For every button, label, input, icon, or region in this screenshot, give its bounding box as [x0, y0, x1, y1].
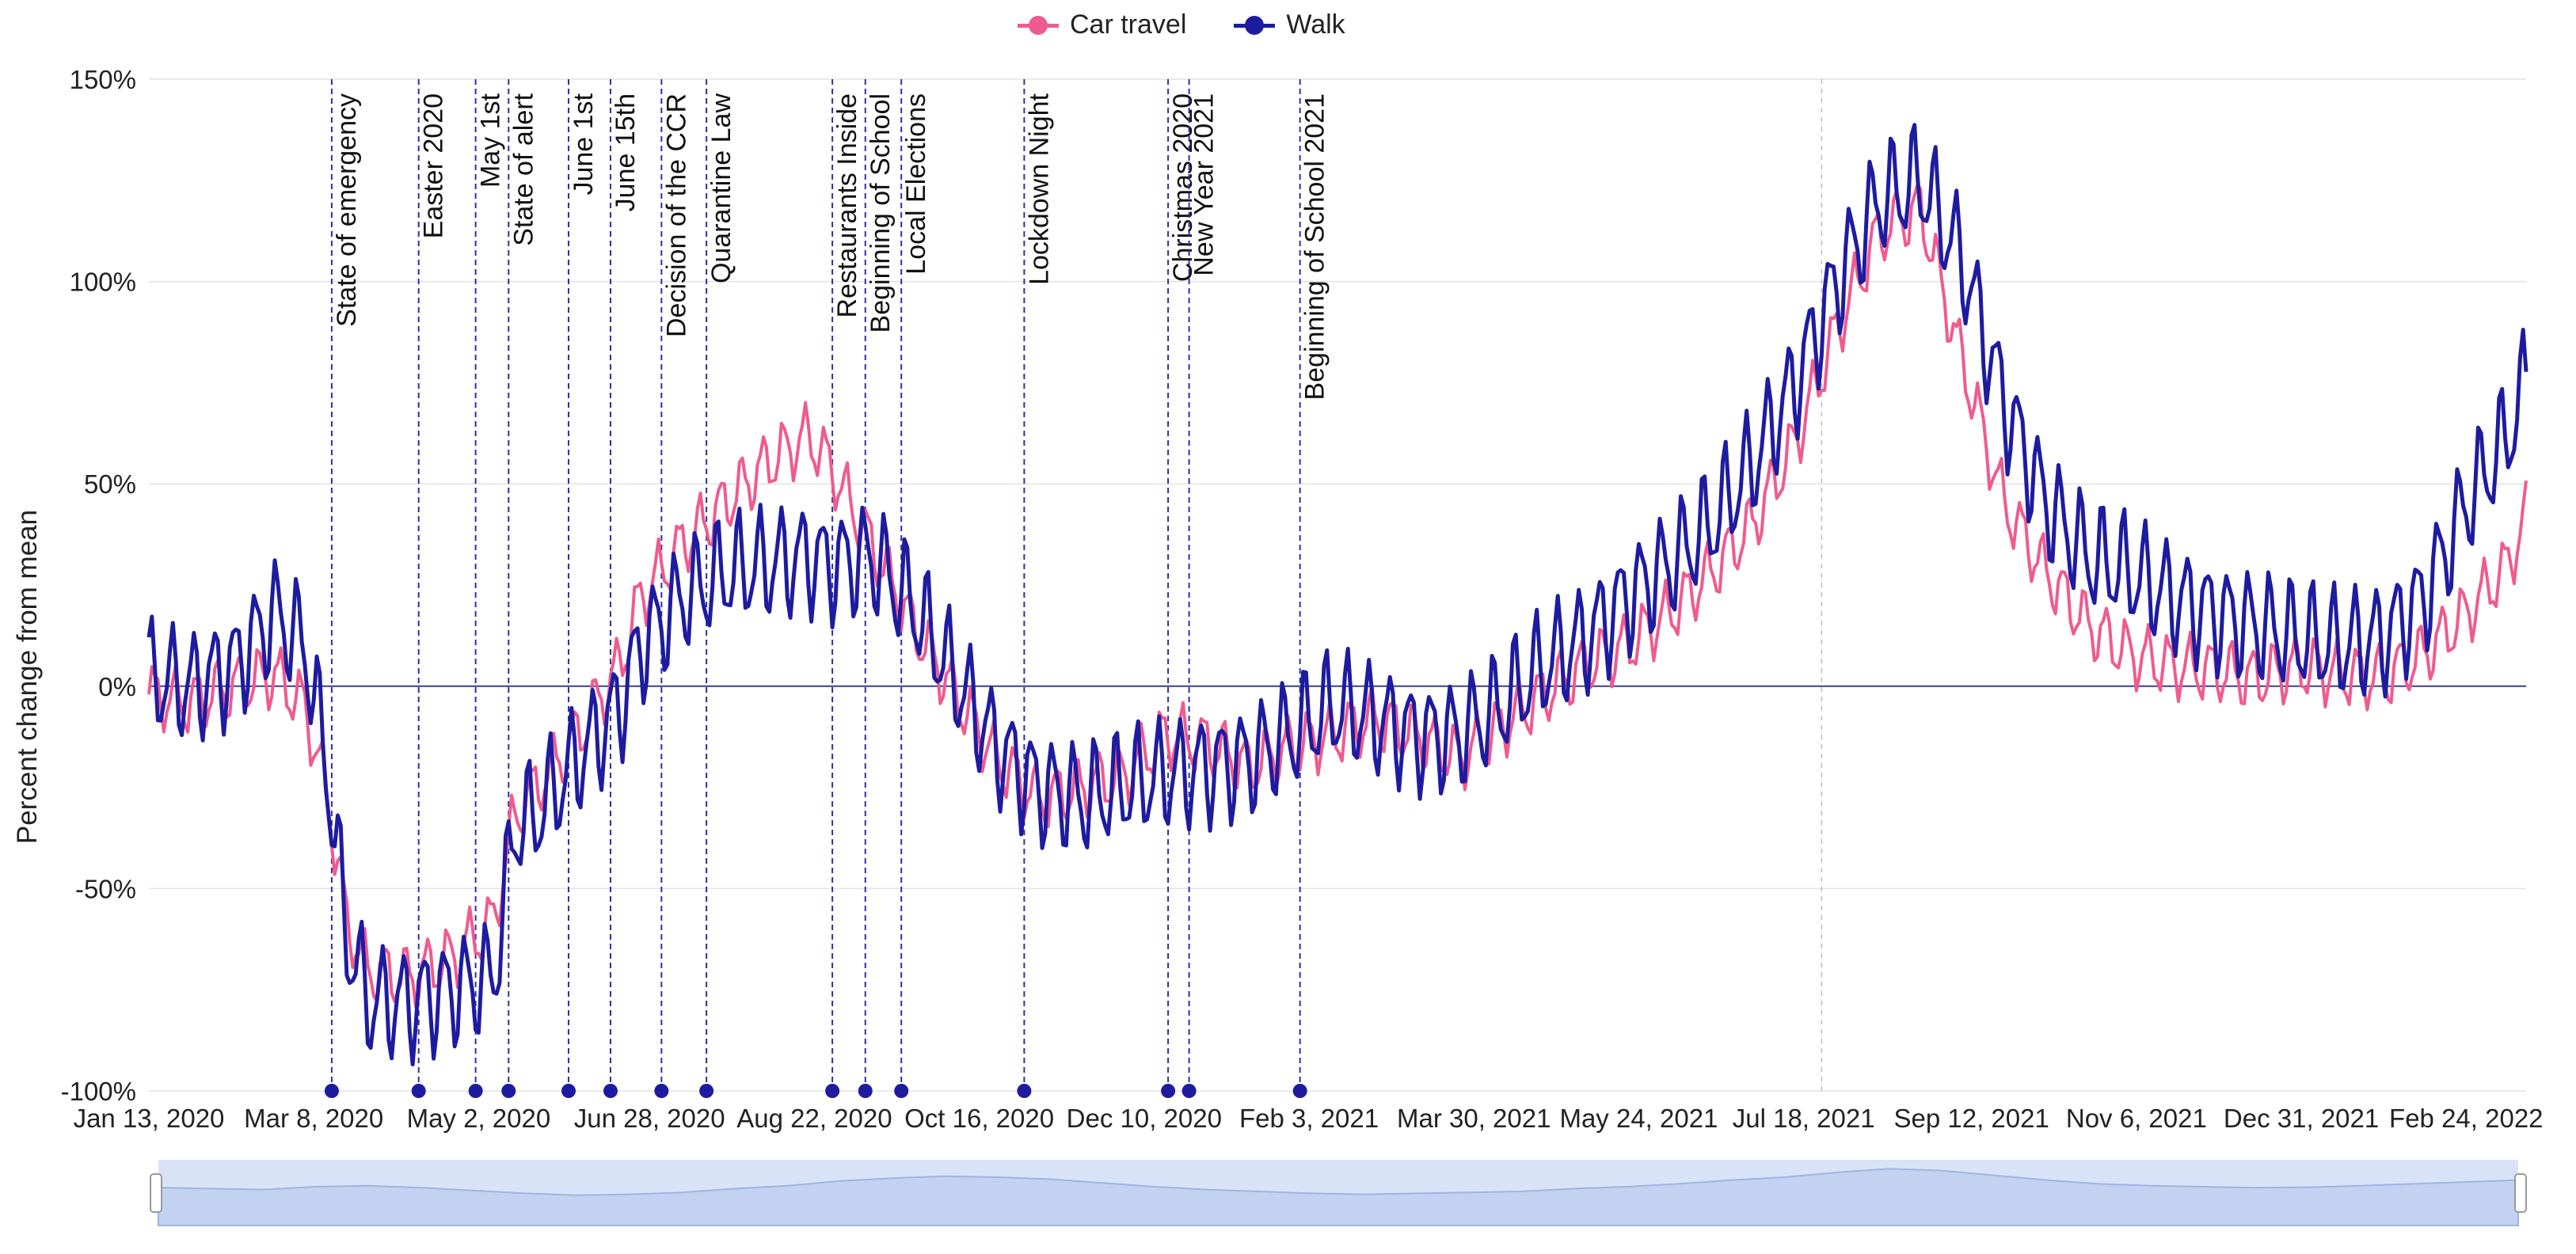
range-handle-left: [150, 1173, 162, 1213]
event-marker: [501, 1084, 516, 1098]
event-marker: [324, 1084, 339, 1098]
event-marker: [654, 1084, 669, 1098]
event-label: State of alert: [508, 93, 538, 245]
x-tick-label: Mar 30, 2021: [1397, 1104, 1551, 1133]
legend-item-walk[interactable]: Walk: [1234, 10, 1345, 40]
event-label: Local Elections: [901, 93, 931, 275]
event-label: Quarantine Law: [706, 93, 736, 283]
event-label: Christmas 2020: [1168, 93, 1198, 282]
event-marker: [468, 1084, 483, 1098]
event-label: New Year 2021: [1189, 93, 1220, 276]
legend-label: Walk: [1286, 10, 1345, 40]
y-tick-label: 0%: [98, 672, 136, 701]
x-tick-label: Sep 12, 2021: [1893, 1104, 2049, 1133]
y-tick-label: 150%: [70, 65, 136, 94]
event-marker: [603, 1084, 618, 1098]
chart-gridlines: [149, 78, 2526, 1092]
x-tick-label: Jul 18, 2021: [1733, 1104, 1875, 1133]
y-axis-label: Percent change from mean: [12, 510, 43, 844]
event-marker: [1161, 1084, 1176, 1098]
x-tick-label: Mar 8, 2020: [244, 1104, 383, 1133]
y-tick-label: 50%: [84, 469, 136, 499]
x-tick-label: Dec 10, 2020: [1067, 1104, 1222, 1133]
range-selector-area: [158, 1168, 2519, 1226]
event-label: Beginning of School: [866, 93, 896, 332]
event-label: May 1st: [476, 93, 506, 188]
y-tick-label: -100%: [61, 1077, 136, 1106]
event-label: Easter 2020: [419, 93, 449, 238]
x-tick-label: Feb 3, 2021: [1239, 1104, 1379, 1133]
range-handle-right: [2514, 1173, 2527, 1213]
event-marker: [825, 1084, 840, 1098]
legend-label: Car travel: [1070, 10, 1187, 40]
event-label: Decision of the CCR: [661, 93, 691, 337]
event-label: Beginning of School 2021: [1300, 93, 1330, 401]
event-marker: [894, 1084, 909, 1098]
range-selector[interactable]: [150, 1160, 2527, 1226]
walk-swatch-icon: [1234, 15, 1276, 35]
x-tick-label: May 24, 2021: [1559, 1104, 1718, 1133]
y-axis-ticks: 150% 100% 50% 0% -50% -100%: [61, 65, 136, 1106]
x-tick-label: Feb 24, 2022: [2389, 1104, 2544, 1133]
event-marker: [1017, 1084, 1032, 1098]
y-tick-label: -50%: [75, 874, 136, 903]
event-label: June 15th: [611, 93, 641, 211]
event-marker: [699, 1084, 714, 1098]
x-tick-label: Oct 16, 2020: [904, 1104, 1054, 1133]
event-label: June 1st: [569, 93, 599, 195]
chart-series: [146, 123, 2528, 1066]
y-tick-label: 100%: [70, 268, 136, 297]
event-marker: [1181, 1084, 1197, 1098]
x-tick-label: Dec 31, 2021: [2224, 1104, 2379, 1133]
event-label: Lockdown Night: [1024, 93, 1054, 284]
x-tick-label: Jan 13, 2020: [74, 1104, 225, 1133]
event-label: State of emergency: [332, 93, 362, 327]
event-marker: [411, 1084, 426, 1098]
chart-legend: Car travel Walk: [1018, 10, 1345, 40]
event-label: Restaurants Inside: [832, 93, 862, 318]
x-tick-label: Aug 22, 2020: [736, 1104, 892, 1133]
event-marker: [858, 1084, 873, 1098]
event-marker: [561, 1084, 576, 1098]
car-travel-swatch-icon: [1018, 15, 1059, 35]
x-tick-label: Nov 6, 2021: [2066, 1104, 2207, 1133]
series-line-walk: [146, 123, 2528, 1066]
legend-item-car-travel[interactable]: Car travel: [1018, 10, 1186, 40]
event-markers: State of emergency Easter 2020 May 1st Stat…: [324, 79, 1330, 1098]
x-tick-label: May 2, 2020: [407, 1104, 551, 1133]
x-tick-label: Jun 28, 2020: [574, 1104, 725, 1133]
x-axis-ticks: Jan 13, 2020 Mar 8, 2020 May 2, 2020 Jun 28…: [74, 1104, 2544, 1133]
event-marker: [1292, 1084, 1307, 1098]
